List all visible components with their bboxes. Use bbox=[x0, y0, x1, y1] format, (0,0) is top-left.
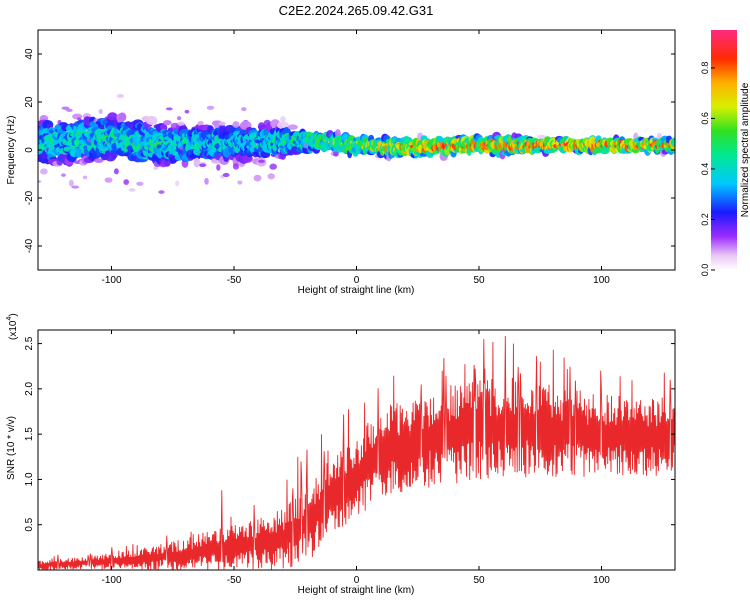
y-tick-label: 20 bbox=[24, 96, 35, 108]
heatmap-cell bbox=[104, 177, 113, 183]
svg-text:(x104): (x104) bbox=[6, 313, 19, 340]
x-tick-label: 100 bbox=[593, 275, 610, 286]
y-tick-label: 40 bbox=[24, 48, 35, 60]
heatmap-cell bbox=[158, 190, 165, 194]
heatmap-cell bbox=[537, 134, 547, 140]
heatmap-cell bbox=[241, 107, 247, 112]
heatmap-cell bbox=[193, 157, 200, 168]
heatmap-cell bbox=[287, 124, 298, 130]
heatmap-cell bbox=[118, 112, 127, 122]
heatmap-cell bbox=[219, 123, 226, 133]
heatmap-cell bbox=[71, 185, 80, 189]
heatmap-cell bbox=[216, 164, 221, 171]
heatmap-cell bbox=[184, 109, 190, 114]
x-tick-label: 0 bbox=[354, 575, 360, 586]
snr-x-axis-label: Height of straight line (km) bbox=[298, 585, 415, 596]
heatmap-cell bbox=[159, 124, 168, 130]
heatmap-cell bbox=[280, 116, 286, 123]
y-tick-label: 1.0 bbox=[24, 472, 35, 486]
spectrogram-panel: -100 -50 0 50 100 -40 -20 0 20 40 Height of strai… bbox=[6, 29, 676, 296]
x-tick-label: 100 bbox=[593, 575, 610, 586]
y-tick-label: 0.5 bbox=[24, 517, 35, 531]
heatmap-cell bbox=[40, 168, 48, 175]
heatmap-cell bbox=[61, 173, 66, 177]
heatmap-cell bbox=[232, 163, 240, 170]
heatmap-cell bbox=[163, 120, 172, 126]
colorbar-gradient bbox=[711, 30, 737, 270]
heatmap-cell bbox=[206, 105, 215, 110]
heatmap-cell bbox=[670, 137, 675, 147]
heatmap-cell bbox=[68, 179, 74, 187]
x-tick-label: 0 bbox=[354, 275, 360, 286]
heatmap-cell bbox=[199, 163, 207, 167]
snr-plot-area bbox=[38, 330, 675, 570]
y-tick-label: 0 bbox=[24, 147, 35, 153]
colorbar-label: Normalized spectral amplitude bbox=[740, 82, 750, 217]
heatmap-cell bbox=[65, 108, 73, 112]
spectrogram-y-axis-label: Frequency (Hz) bbox=[6, 116, 17, 185]
heatmap-cell bbox=[237, 180, 243, 185]
x-tick-label: -50 bbox=[227, 575, 242, 586]
colorbar: 0.0 0.2 0.4 0.6 0.8 Normalized spectral ampl… bbox=[700, 30, 750, 276]
snr-axes: -100 -50 0 50 100 0.5 1.0 1.5 2.0 2.5 bbox=[24, 330, 675, 586]
y-tick-label: 1.5 bbox=[24, 427, 35, 441]
x-tick-label: 50 bbox=[473, 275, 485, 286]
heatmap-cell bbox=[333, 150, 339, 157]
snr-scale-label: (x104) bbox=[6, 313, 19, 340]
heatmap-cell bbox=[204, 177, 209, 185]
x-tick-label: -100 bbox=[101, 575, 121, 586]
spectrogram-axes: -100 -50 0 50 100 -40 -20 0 20 40 bbox=[24, 30, 675, 286]
snr-panel: -100 -50 0 50 100 0.5 1.0 1.5 2.0 2.5 Height of s… bbox=[6, 313, 676, 596]
heatmap-cell bbox=[174, 180, 180, 187]
y-tick-label: -40 bbox=[24, 238, 35, 253]
heatmap-cell bbox=[107, 112, 118, 121]
spectrogram-heatmap bbox=[38, 93, 675, 194]
y-tick-label: 2.0 bbox=[24, 381, 35, 395]
colorbar-tick-label: 0.4 bbox=[700, 163, 710, 176]
y-tick-label: 2.5 bbox=[24, 336, 35, 350]
snr-scale-exponent: 4 bbox=[6, 317, 13, 321]
snr-y-axis-label: SNR (10 * v/v) bbox=[6, 416, 17, 480]
heatmap-cell bbox=[218, 121, 226, 126]
heatmap-cell bbox=[93, 158, 104, 163]
heatmap-cell bbox=[222, 172, 230, 178]
heatmap-cell bbox=[136, 181, 144, 186]
heatmap-cell bbox=[266, 125, 273, 130]
heatmap-cell bbox=[176, 116, 182, 121]
colorbar-ticks: 0.0 0.2 0.4 0.6 0.8 bbox=[700, 62, 715, 277]
heatmap-cell bbox=[253, 174, 262, 182]
x-tick-label: -50 bbox=[227, 275, 242, 286]
snr-scale-base: (x10 bbox=[8, 320, 19, 340]
heatmap-cell bbox=[38, 180, 42, 184]
x-tick-label: 50 bbox=[473, 575, 485, 586]
colorbar-tick-label: 0.0 bbox=[700, 264, 710, 277]
heatmap-cell bbox=[153, 166, 158, 170]
snr-series-line bbox=[38, 335, 675, 570]
colorbar-tick-label: 0.6 bbox=[700, 112, 710, 125]
heatmap-cell bbox=[177, 121, 185, 127]
heatmap-cell bbox=[232, 121, 240, 128]
heatmap-cell bbox=[123, 179, 130, 185]
heatmap-cell bbox=[269, 163, 277, 170]
spectrogram-x-axis-label: Height of straight line (km) bbox=[298, 285, 415, 296]
heatmap-cell bbox=[116, 93, 124, 99]
figure-title: C2E2.2024.265.09.42.G31 bbox=[279, 3, 434, 18]
y-tick-label: -20 bbox=[24, 190, 35, 205]
heatmap-cell bbox=[165, 107, 173, 111]
heatmap-cell bbox=[113, 168, 119, 175]
heatmap-cell bbox=[267, 173, 275, 180]
heatmap-cell bbox=[145, 115, 158, 126]
colorbar-tick-label: 0.8 bbox=[700, 62, 710, 75]
heatmap-cell bbox=[98, 109, 103, 115]
x-tick-label: -100 bbox=[101, 275, 121, 286]
heatmap-cell bbox=[82, 175, 88, 180]
colorbar-tick-label: 0.2 bbox=[700, 213, 710, 226]
heatmap-cell bbox=[257, 159, 265, 163]
heatmap-cell bbox=[128, 188, 136, 192]
